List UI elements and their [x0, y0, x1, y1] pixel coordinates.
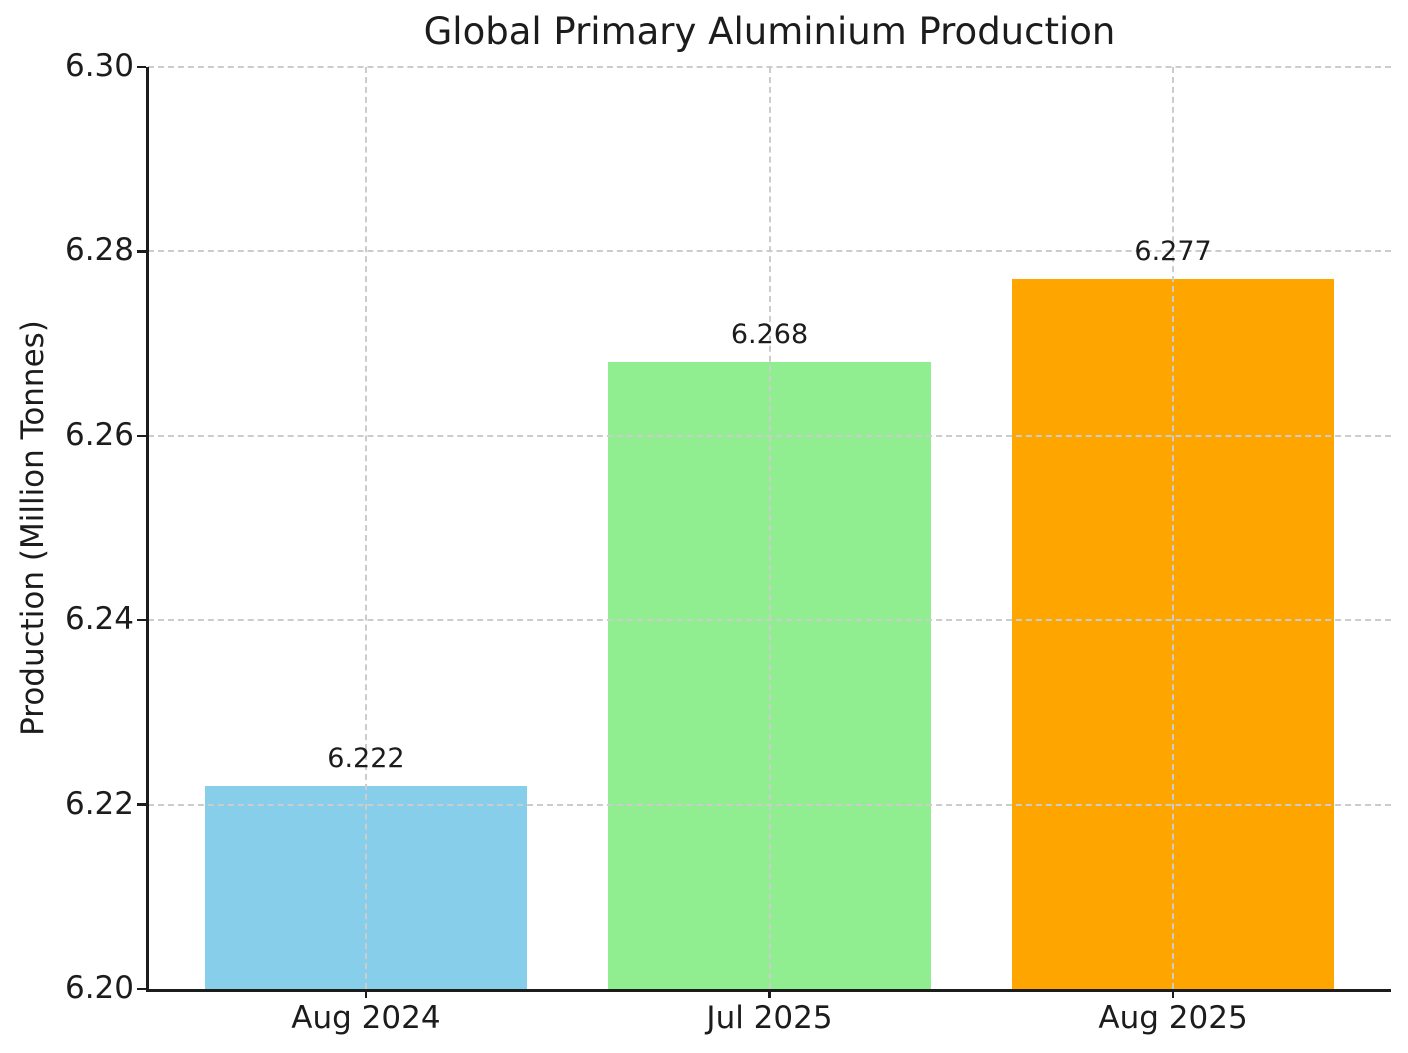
- x-tick-mark: [1171, 989, 1175, 998]
- x-tick-label: Jul 2025: [706, 1000, 833, 1036]
- y-tick-mark: [137, 250, 146, 253]
- x-tick-label: Aug 2024: [291, 1000, 441, 1036]
- gridline-vertical: [1172, 67, 1175, 989]
- x-tick-label: Aug 2025: [1098, 1000, 1248, 1036]
- y-axis-label: Production (Million Tonnes): [15, 320, 51, 736]
- y-tick-label: 6.20: [64, 970, 134, 1006]
- y-tick-label: 6.22: [64, 785, 134, 822]
- x-tick-mark: [768, 989, 771, 998]
- bar-value-label: 6.277: [1134, 236, 1212, 268]
- y-tick-mark: [137, 65, 146, 69]
- y-tick-mark: [137, 434, 146, 438]
- plot-area: 6.222 6.268 6.277 6.20 6.22 6.24 6.26 6.28 6.30 A…: [65, 48, 1391, 1036]
- chart-title: Global Primary Aluminium Production: [423, 10, 1116, 53]
- y-tick-label: 6.24: [64, 601, 134, 638]
- gridline-vertical: [768, 67, 771, 989]
- y-tick-mark: [137, 803, 146, 806]
- y-tick-mark: [137, 618, 146, 622]
- y-tick-label: 6.28: [64, 232, 134, 269]
- x-tick-mark: [364, 989, 368, 998]
- bar-value-label: 6.268: [730, 319, 809, 351]
- y-tick-mark: [137, 987, 146, 991]
- gridline-vertical: [364, 67, 367, 989]
- bar-value-label: 6.222: [327, 743, 405, 775]
- y-axis-spine: [146, 67, 149, 991]
- y-tick-label: 6.26: [64, 416, 134, 453]
- y-tick-label: 6.30: [64, 48, 134, 84]
